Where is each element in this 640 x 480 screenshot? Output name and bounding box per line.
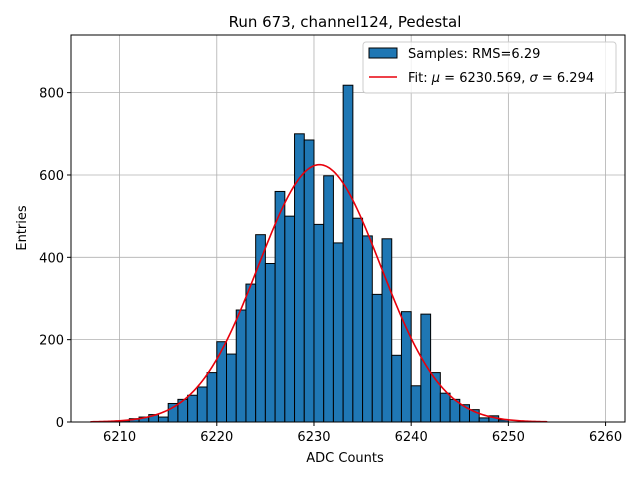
histogram-bar	[410, 385, 422, 423]
histogram-bar	[264, 262, 276, 423]
histogram-bar	[303, 139, 315, 423]
legend-sigma-symbol: σ	[530, 71, 539, 86]
histogram-bar	[235, 309, 247, 423]
histogram-bar	[255, 234, 266, 423]
y-axis-ticks: 0 200 400 600 800	[39, 87, 71, 431]
x-tick-label: 6240	[395, 430, 428, 445]
y-tick-label: 200	[39, 334, 64, 349]
legend-samples-swatch	[368, 47, 398, 59]
chart-title: Run 673, channel124, Pedestal	[229, 13, 462, 31]
x-axis-ticks: 6210 6220 6230 6240 6250 6260	[103, 422, 622, 445]
y-axis-label: Entries	[15, 205, 30, 251]
legend-mu-value: = 6230.569,	[440, 71, 529, 86]
x-axis-label: ADC Counts	[306, 451, 384, 466]
legend-fit-label: Fit: μ = 6230.569, σ = 6.294	[408, 71, 594, 86]
y-tick-label: 600	[39, 169, 64, 184]
histogram-bar	[157, 416, 169, 423]
legend-mu-symbol: μ	[431, 71, 440, 86]
histogram-bars	[119, 84, 509, 423]
legend: Samples: RMS=6.29 Fit: μ = 6230.569, σ =…	[362, 41, 617, 94]
legend-box	[362, 41, 617, 94]
histogram-bar	[274, 190, 286, 423]
y-tick-label: 400	[39, 251, 64, 266]
histogram-bar	[371, 293, 383, 423]
histogram-bar	[206, 372, 218, 423]
histogram-bar	[381, 238, 393, 423]
histogram-bar	[478, 417, 490, 423]
gaussian-fit-line	[90, 163, 548, 423]
histogram-bar	[284, 215, 296, 423]
histogram-bar	[167, 402, 179, 423]
plot-frame	[70, 34, 626, 423]
histogram-bar	[323, 175, 334, 423]
histogram-bar	[313, 223, 325, 423]
x-tick-label: 6250	[492, 430, 525, 445]
x-tick-label: 6260	[589, 430, 622, 445]
histogram-bar	[245, 283, 257, 423]
histogram-bar	[226, 353, 237, 423]
histogram-bar	[332, 242, 344, 423]
histogram-bar	[352, 217, 364, 423]
x-tick-label: 6230	[297, 430, 330, 445]
x-tick-label: 6210	[103, 430, 136, 445]
legend-samples-label: Samples: RMS=6.29	[408, 47, 540, 62]
histogram-bar	[216, 341, 228, 423]
legend-fit-prefix: Fit:	[408, 71, 432, 86]
histogram-bar	[187, 394, 198, 423]
histogram-bar	[362, 235, 373, 423]
histogram-bar	[420, 313, 432, 423]
y-tick-label: 800	[39, 87, 64, 102]
legend-sigma-value: = 6.294	[538, 71, 594, 86]
y-tick-label: 0	[56, 416, 64, 431]
histogram-bar	[439, 392, 451, 423]
histogram-bar	[391, 354, 402, 423]
x-tick-label: 6220	[200, 430, 233, 445]
histogram-bar	[196, 386, 208, 423]
histogram-bar	[342, 84, 354, 423]
